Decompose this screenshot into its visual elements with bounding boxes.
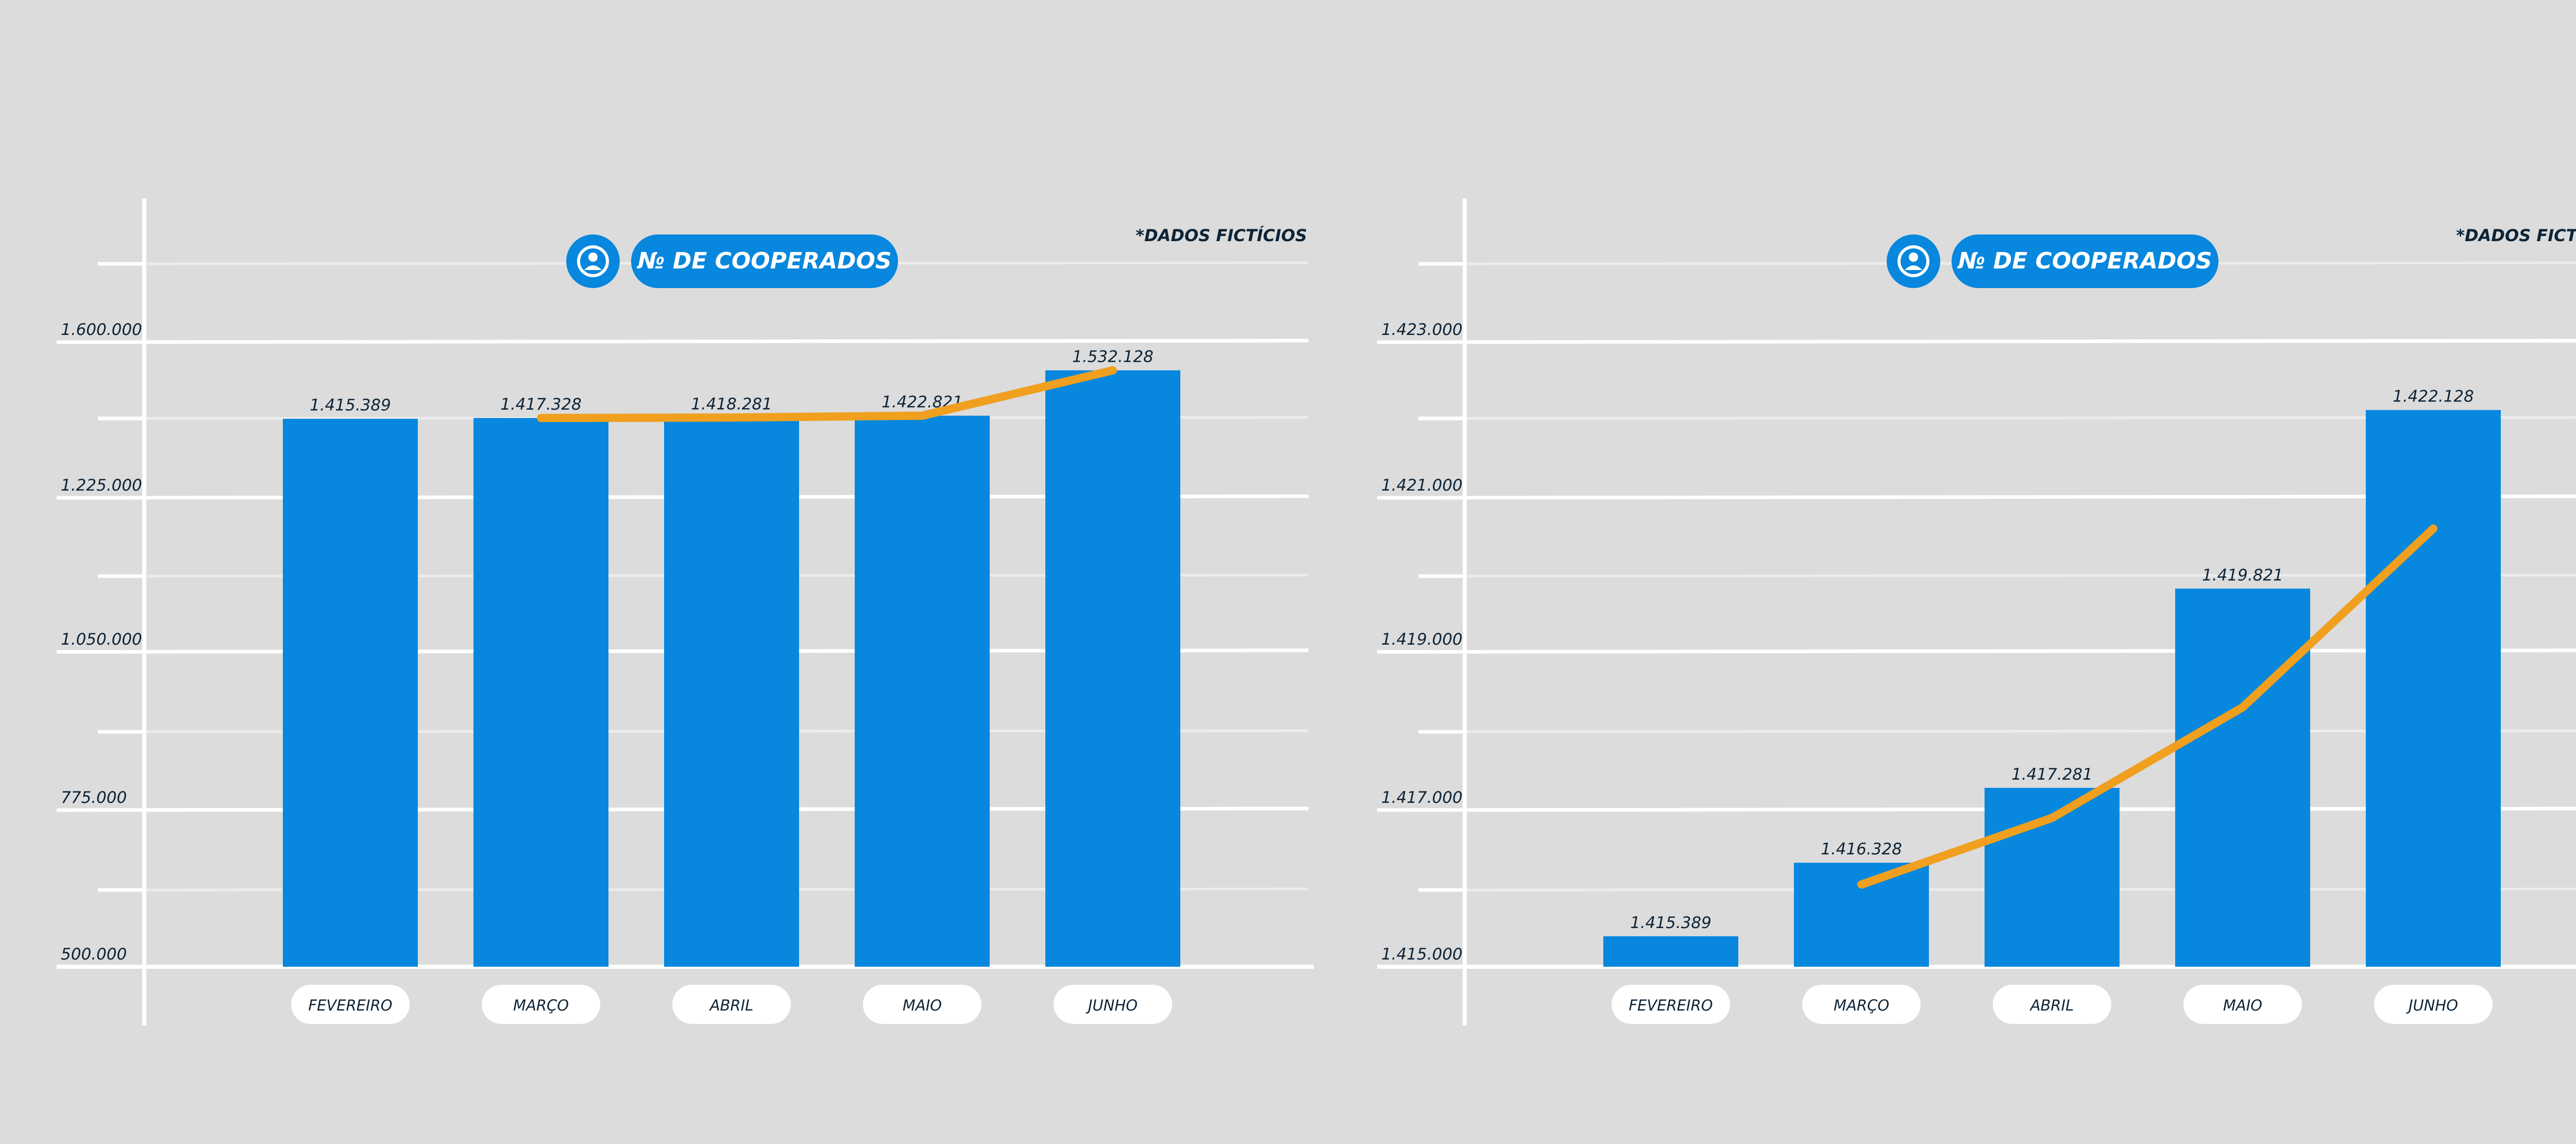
major-gridline [1377,339,2576,344]
bar [1045,370,1180,967]
y-tick-label: 1.415.000 [1381,945,1463,964]
bar [664,417,799,967]
chart-title: № DE COOPERADOS [636,248,891,274]
y-tick-label: 1.225.000 [61,476,142,495]
x-tick-label: JUNHO [2406,997,2458,1014]
chart-panel-right: 1.415.000 1.417.000 1.419.000 1.421.000 1.42… [1377,198,2576,1025]
category-pill [1802,985,1921,1024]
bar-value-label: 1.417.281 [2011,765,2093,784]
category-pill [2183,985,2302,1024]
data-disclaimer: *DADOS FICTÍCIOS [1136,226,1307,245]
x-tick-label: FEVEREIRO [308,997,392,1014]
category-pill [672,985,791,1024]
bar-value-label: 1.419.821 [2202,566,2283,584]
category-pill [1612,985,1730,1024]
y-tick-label: 1.417.000 [1381,788,1463,807]
x-tick-label: MARÇO [513,997,569,1014]
category-pill [1993,985,2111,1024]
user-circle-icon [1887,234,1940,288]
icon-ring [577,245,609,277]
icon-head [1909,253,1918,262]
title-pill [631,234,898,288]
icon-head [588,253,598,262]
x-tick-label: MAIO [2223,997,2262,1014]
bar [2175,588,2310,967]
icon-shoulders [584,265,602,270]
y-tick-label: 775.000 [61,788,127,807]
y-tick-label: 500.000 [61,945,127,964]
x-tick-label: ABRIL [709,997,754,1014]
x-tick-label: FEVEREIRO [1629,997,1713,1014]
bar [283,418,418,967]
chart-title: № DE COOPERADOS [1957,248,2212,274]
category-pill [2374,985,2493,1024]
title-pill [1952,234,2218,288]
bar-value-label: 1.415.389 [310,396,391,415]
x-tick-label: JUNHO [1086,997,1138,1014]
category-pill [291,985,410,1024]
category-pill [863,985,981,1024]
x-tick-label: MAIO [903,997,942,1014]
x-tick-label: ABRIL [2029,997,2074,1014]
data-disclaimer: *DADOS FICTÍCIOS [2456,226,2576,245]
bar-value-label: 1.415.389 [1630,914,1711,932]
chart-panel-left: 500.000 775.000 1.050.000 1.225.000 1.600.00… [56,198,1314,1025]
bar [2366,410,2501,967]
bar-value-label: 1.418.281 [691,395,772,413]
bar [1603,936,1738,967]
y-tick-label: 1.050.000 [61,630,142,649]
bar-value-label: 1.417.328 [500,395,582,414]
x-tick-label: MARÇO [1834,997,1889,1014]
trend-line [1857,524,2437,889]
trend-line [537,366,1117,423]
icon-ring [1897,245,1929,277]
bar-value-label: 1.422.128 [2393,388,2474,406]
category-pill [482,985,600,1024]
major-gridline [56,339,1309,344]
category-pill [1054,985,1172,1024]
bar [855,415,990,967]
bar-value-label: 1.416.328 [1821,840,1902,859]
y-tick-label: 1.421.000 [1381,476,1463,495]
bar [473,418,608,967]
bar [1794,863,1929,967]
user-circle-icon [566,234,620,288]
bar-value-label: 1.532.128 [1072,348,1154,366]
y-tick-label: 1.600.000 [61,321,142,339]
icon-shoulders [1905,265,1922,270]
y-tick-label: 1.423.000 [1381,321,1463,339]
y-tick-label: 1.419.000 [1381,630,1463,649]
